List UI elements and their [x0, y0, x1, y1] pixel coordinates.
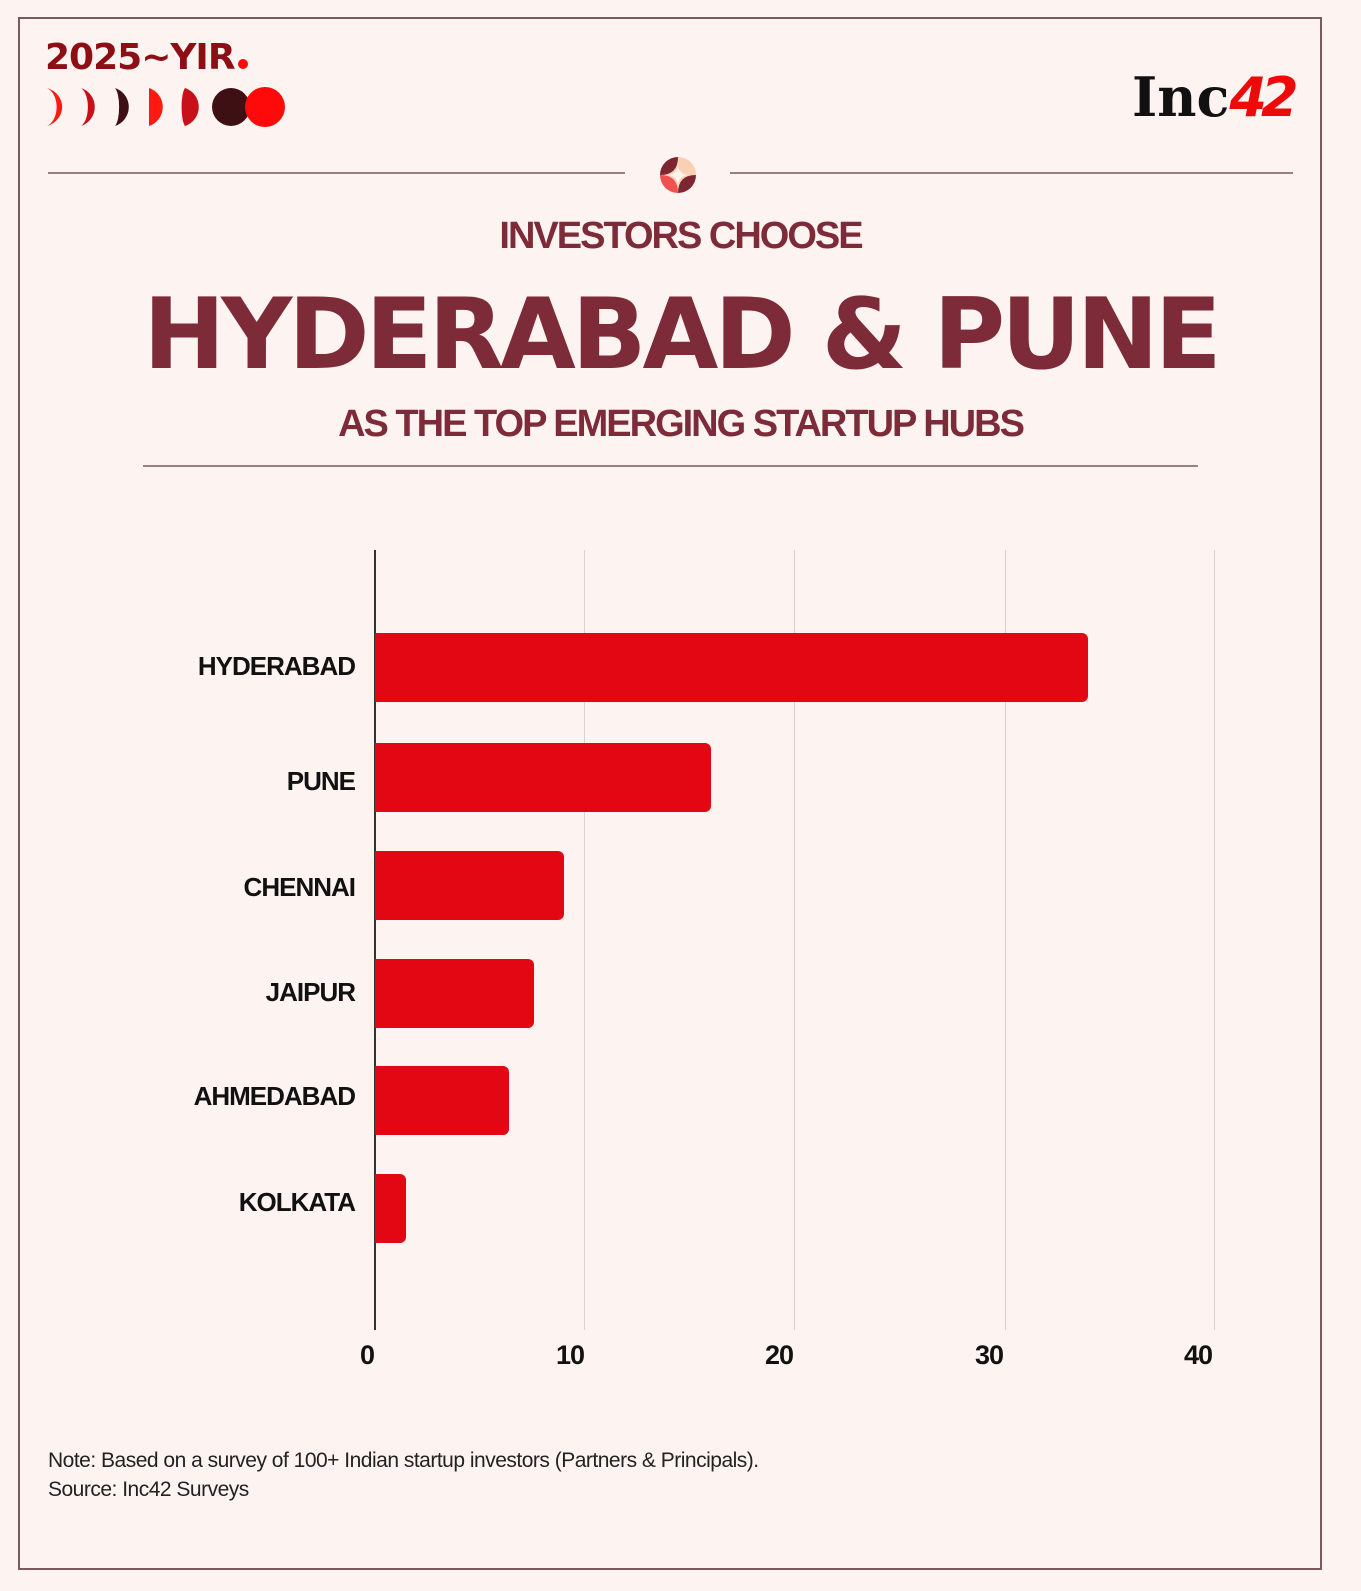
moon-phases-icon — [45, 86, 285, 128]
source-text: Source: Inc42 Surveys — [48, 1478, 249, 1501]
category-label: CHENNAI — [243, 872, 356, 902]
yir-badge: 2025~YIR — [45, 40, 285, 128]
star-emblem-icon — [660, 157, 696, 193]
category-label: HYDERABAD — [197, 651, 356, 681]
divider-title — [143, 465, 1198, 467]
category-label: KOLKATA — [238, 1187, 356, 1217]
logo-text: Inc — [1132, 65, 1230, 129]
category-label: PUNE — [286, 766, 356, 796]
category-label: AHMEDABAD — [193, 1081, 356, 1111]
gridline-40 — [1214, 550, 1215, 1330]
kicker-text: INVESTORS CHOOSE — [499, 215, 863, 257]
x-tick-label: 40 — [1183, 1340, 1213, 1370]
y-axis-line — [374, 550, 376, 1330]
bar-jaipur — [375, 959, 535, 1028]
x-tick-label: 20 — [764, 1340, 794, 1370]
inc42-logo: Inc42 — [1132, 70, 1299, 125]
bar-ahmedabad — [375, 1066, 510, 1135]
yir-dot-icon — [237, 59, 248, 69]
bar-chennai — [375, 851, 564, 920]
logo-number: 42 — [1229, 66, 1298, 129]
divider-right — [730, 172, 1293, 174]
x-tick-label: 0 — [359, 1340, 375, 1370]
bar-pune — [375, 743, 711, 812]
frame-border — [18, 17, 1322, 1570]
gridline-10 — [584, 550, 585, 1330]
subtitle-text: AS THE TOP EMERGING STARTUP HUBS — [338, 403, 1025, 445]
x-tick-label: 10 — [555, 1340, 585, 1370]
page-title: HYDERABAD & PUNE — [143, 278, 1222, 392]
yir-label: 2025~YIR — [45, 37, 236, 78]
bar-kolkata — [375, 1174, 407, 1243]
footnote: Note: Based on a survey of 100+ Indian s… — [48, 1449, 759, 1472]
gridline-20 — [794, 550, 795, 1330]
bar-hyderabad — [375, 633, 1089, 702]
category-label: JAIPUR — [265, 977, 356, 1007]
x-tick-label: 30 — [974, 1340, 1004, 1370]
gridline-30 — [1005, 550, 1006, 1330]
divider-left — [48, 172, 625, 174]
